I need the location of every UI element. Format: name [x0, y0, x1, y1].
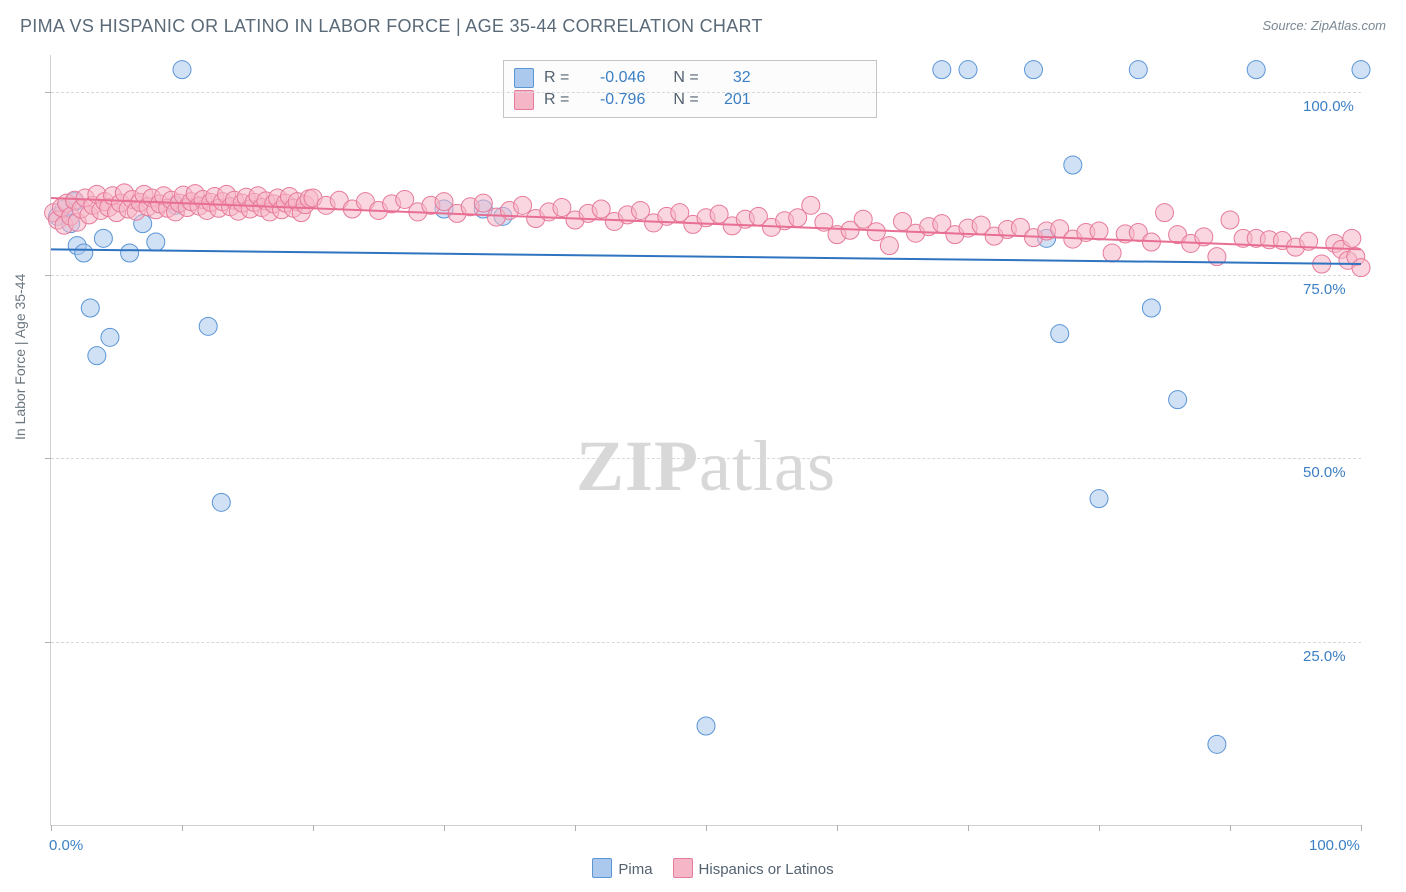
chart-title: PIMA VS HISPANIC OR LATINO IN LABOR FORC…	[20, 16, 763, 36]
x-tick	[1230, 825, 1231, 831]
data-point	[81, 299, 99, 317]
legend-n-label: N =	[673, 69, 698, 87]
data-point	[1090, 222, 1108, 240]
data-point	[199, 317, 217, 335]
legend-swatch	[514, 68, 534, 88]
data-point	[1352, 61, 1370, 79]
legend-r-value: -0.046	[579, 69, 645, 87]
data-point	[959, 61, 977, 79]
x-tick	[575, 825, 576, 831]
data-point	[1343, 229, 1361, 247]
y-tick-label: 25.0%	[1303, 648, 1346, 665]
legend-r-value: -0.796	[579, 91, 645, 109]
data-point	[880, 237, 898, 255]
x-max-label: 100.0%	[1309, 837, 1360, 854]
data-point	[802, 196, 820, 214]
legend-series-label: Pima	[618, 861, 652, 878]
legend-r-label: R =	[544, 69, 569, 87]
legend-n-value: 201	[709, 91, 751, 109]
data-point	[1247, 61, 1265, 79]
y-tick	[45, 458, 51, 459]
legend-row: R = -0.046 N = 32	[514, 67, 862, 89]
y-tick-label: 75.0%	[1303, 281, 1346, 298]
legend-r-label: R =	[544, 91, 569, 109]
scatter-svg	[51, 55, 1361, 825]
x-min-label: 0.0%	[49, 837, 83, 854]
x-tick	[1099, 825, 1100, 831]
data-point	[1129, 61, 1147, 79]
trend-line	[51, 249, 1361, 264]
y-tick-label: 100.0%	[1303, 98, 1354, 115]
legend-n-label: N =	[673, 91, 698, 109]
x-tick	[706, 825, 707, 831]
legend-series-label: Hispanics or Latinos	[699, 861, 834, 878]
data-point	[867, 223, 885, 241]
data-point	[1221, 211, 1239, 229]
x-tick	[1361, 825, 1362, 831]
data-point	[88, 347, 106, 365]
series-legend: Pima Hispanics or Latinos	[0, 858, 1406, 878]
data-point	[1051, 325, 1069, 343]
data-point	[1090, 490, 1108, 508]
data-point	[94, 229, 112, 247]
source-attribution: Source: ZipAtlas.com	[1262, 18, 1386, 33]
gridline	[51, 275, 1361, 276]
x-tick	[968, 825, 969, 831]
data-point	[1025, 61, 1043, 79]
x-tick	[51, 825, 52, 831]
data-point	[147, 233, 165, 251]
x-tick	[837, 825, 838, 831]
x-tick	[182, 825, 183, 831]
data-point	[173, 61, 191, 79]
y-tick	[45, 92, 51, 93]
data-point	[933, 61, 951, 79]
gridline	[51, 458, 1361, 459]
data-point	[121, 244, 139, 262]
data-point	[697, 717, 715, 735]
gridline	[51, 92, 1361, 93]
legend-swatch	[514, 90, 534, 110]
y-tick	[45, 275, 51, 276]
data-point	[1064, 156, 1082, 174]
data-point	[1208, 735, 1226, 753]
gridline	[51, 642, 1361, 643]
data-point	[474, 194, 492, 212]
data-point	[75, 244, 93, 262]
x-tick	[444, 825, 445, 831]
legend-swatch	[673, 858, 693, 878]
data-point	[1156, 204, 1174, 222]
legend-n-value: 32	[709, 69, 751, 87]
data-point	[1352, 259, 1370, 277]
data-point	[514, 196, 532, 214]
correlation-legend: R = -0.046 N = 32 R = -0.796 N = 201	[503, 60, 877, 118]
data-point	[1142, 299, 1160, 317]
data-point	[1103, 244, 1121, 262]
y-axis-label: In Labor Force | Age 35-44	[12, 274, 28, 440]
plot-area: ZIPatlas R =-0.046N =32R =-0.796N =201 2…	[50, 55, 1361, 826]
data-point	[212, 493, 230, 511]
y-tick-label: 50.0%	[1303, 464, 1346, 481]
x-tick	[313, 825, 314, 831]
data-point	[1169, 391, 1187, 409]
chart-header: PIMA VS HISPANIC OR LATINO IN LABOR FORC…	[20, 16, 1386, 46]
legend-swatch	[592, 858, 612, 878]
data-point	[101, 328, 119, 346]
y-tick	[45, 642, 51, 643]
